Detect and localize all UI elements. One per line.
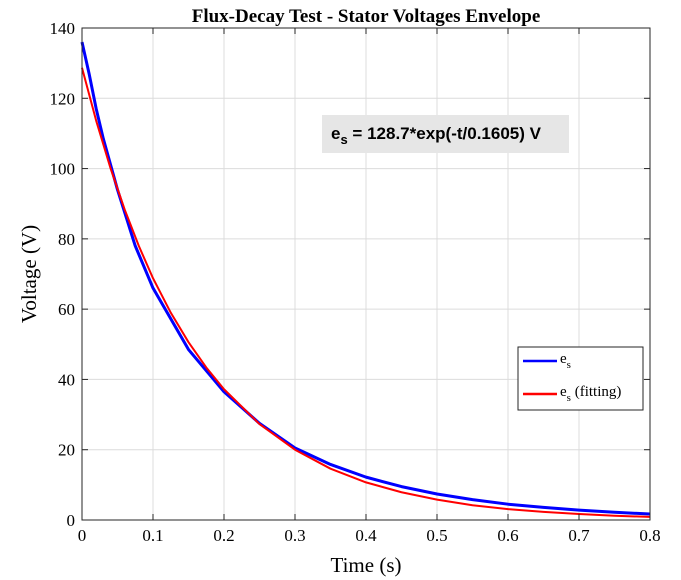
x-axis-label: Time (s) [331,553,402,577]
x-tick-label: 0.8 [639,526,660,545]
y-tick-label: 100 [50,160,76,179]
y-axis-label: Voltage (V) [17,225,41,323]
x-tick-label: 0.7 [568,526,590,545]
annotation-prefix: e [331,124,340,143]
annotation-box [322,115,569,153]
legend: es es (fitting) [517,346,644,411]
y-tick-label: 120 [50,89,76,108]
legend-box [517,346,644,411]
x-tick-label: 0.2 [213,526,234,545]
series-line-es-fitting [81,67,651,518]
annotation-expression: = 128.7*exp(-t/0.1605) V [348,124,542,143]
y-axis-ticks: 0 20 40 60 80 100 120 140 [50,19,650,530]
annotation-subscript: s [340,132,347,147]
x-tick-label: 0.1 [142,526,163,545]
series-lines [80,41,651,518]
y-tick-label: 40 [58,370,75,389]
legend-label: es (fitting) [560,384,621,404]
y-tick-label: 140 [50,19,76,38]
equation-annotation: es = 128.7*exp(-t/0.1605) V [322,115,569,153]
x-tick-label: 0.4 [355,526,377,545]
y-tick-label: 0 [67,511,76,530]
legend-label: es [560,351,571,371]
x-axis-ticks: 0 0.1 0.2 0.3 0.4 0.5 0.6 0.7 0.8 [78,28,661,545]
series-line-es [80,41,651,516]
chart-title: Flux-Decay Test - Stator Voltages Envelo… [192,6,541,27]
y-tick-label: 80 [58,230,75,249]
y-tick-label: 20 [58,441,75,460]
x-tick-label: 0.5 [426,526,447,545]
x-tick-label: 0.6 [497,526,518,545]
x-tick-label: 0 [78,526,87,545]
y-tick-label: 60 [58,300,75,319]
annotation-text: es = 128.7*exp(-t/0.1605) V [331,124,542,147]
x-tick-label: 0.3 [284,526,305,545]
